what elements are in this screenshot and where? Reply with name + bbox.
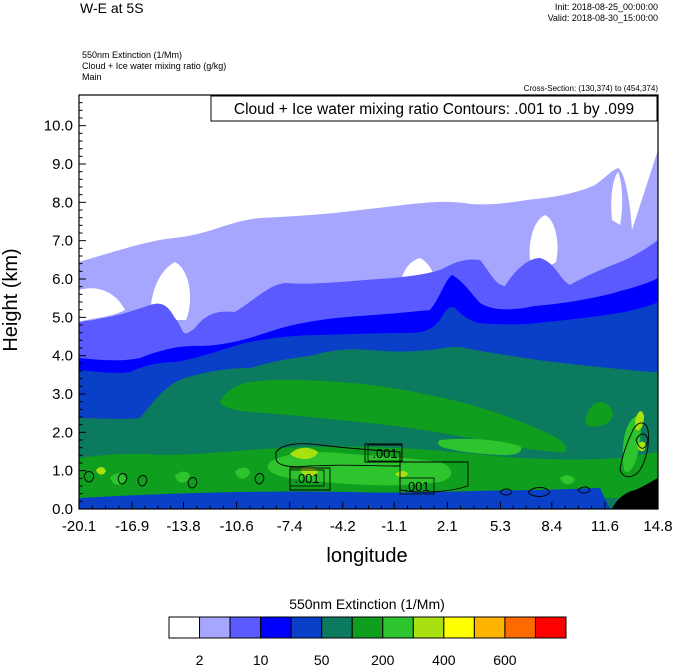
band-green: [585, 401, 613, 427]
contour-line: [577, 486, 591, 494]
band-lime: [635, 411, 644, 431]
contour-label: .001: [294, 471, 319, 486]
band-lime: [395, 471, 408, 477]
band-lightgreen: [175, 471, 190, 483]
colorbar-title: 550nm Extinction (1/Mm): [289, 596, 445, 612]
cross-section-label: Cross-Section: (130,374) to (454,374): [523, 84, 658, 93]
contour-line: [499, 488, 513, 496]
contour-label: .001: [404, 479, 429, 494]
band-lightgreen: [622, 416, 641, 472]
init-time: Init: 2018-08-25_00:00:00: [554, 2, 658, 12]
band-lightgreen: [560, 475, 575, 485]
y-tick-label: 5.0: [52, 309, 73, 326]
y-tick-label: 7.0: [52, 233, 73, 250]
y-tick-label: 2.0: [52, 424, 73, 441]
band-lime: [96, 467, 106, 475]
colorbar-swatch: [229, 616, 262, 639]
colorbar-swatch: [351, 616, 384, 639]
band-lightgreen: [437, 438, 522, 456]
colorbar-label: 10: [253, 652, 269, 667]
contour-line: [117, 473, 128, 485]
field-name-mixing-ratio: Cloud + Ice water mixing ratio (g/kg): [82, 61, 227, 71]
band-lime: [290, 447, 318, 460]
x-tick-label: -4.2: [330, 518, 356, 535]
y-axis: 0.0 1.0 2.0 3.0 4.0 5.0 6.0 7.0 8.0 9.0 10.0: [44, 94, 86, 518]
band-white: [529, 215, 558, 267]
plot-area: [79, 95, 658, 509]
valid-time: Valid: 2018-08-30_15:00:00: [547, 13, 658, 23]
colorbar-label: 2: [196, 652, 204, 667]
contour-label: .001: [372, 446, 397, 461]
contour-info-text: Cloud + Ice water mixing ratio Contours:…: [234, 101, 634, 118]
colorbar-label: 600: [493, 652, 517, 667]
contour-line: [527, 487, 551, 497]
x-tick-label: -20.1: [62, 518, 96, 535]
band-black: [612, 478, 658, 509]
y-tick-label: 1.0: [52, 463, 73, 480]
y-tick-label: 9.0: [52, 156, 73, 173]
colorbar-label: 50: [314, 652, 330, 667]
band-white: [79, 288, 125, 322]
colorbar-swatch: [382, 616, 414, 639]
colorbar-label: 200: [371, 652, 395, 667]
band-white: [611, 172, 623, 225]
contour-line: [137, 475, 148, 487]
contour-line: [635, 433, 649, 449]
contour-label-box: [367, 444, 403, 462]
contour-line: [83, 471, 95, 483]
contour-line: [619, 422, 649, 478]
y-tick-label: 0.0: [52, 501, 73, 518]
band-darkblue: [79, 488, 610, 509]
colorbar-swatch: [290, 616, 323, 639]
contour-lines: .001 .001 .001: [83, 422, 649, 497]
y-tick-label: 6.0: [52, 271, 73, 288]
colorbar: 2 10 50 200 400 600: [168, 616, 567, 667]
x-axis-title: longitude: [326, 545, 407, 567]
contour-line: [187, 477, 198, 489]
colorbar-swatch: [534, 616, 567, 639]
x-tick-label: 8.4: [541, 518, 562, 535]
colorbar-swatch: [260, 616, 292, 639]
colorbar-label: 400: [432, 652, 456, 667]
x-tick-label: -13.8: [166, 518, 200, 535]
x-tick-label: 14.8: [643, 518, 672, 535]
band-green: [220, 379, 567, 452]
contour-label-box: [399, 477, 435, 495]
colorbar-swatch: [199, 616, 231, 639]
colorbar-swatch: [321, 616, 353, 639]
contour-line: [364, 443, 403, 463]
contour-line: [399, 461, 469, 493]
contour-label-box: [289, 469, 325, 487]
contour-line: [254, 473, 265, 485]
y-tick-label: 3.0: [52, 386, 73, 403]
field-name-domain: Main: [82, 72, 102, 82]
colorbar-swatch: [168, 616, 201, 639]
band-lime: [300, 467, 318, 477]
x-tick-label: 2.1: [437, 518, 458, 535]
colorbar-swatch: [412, 616, 445, 639]
plot-title: W-E at 5S: [80, 0, 144, 16]
x-tick-label: 11.6: [591, 518, 619, 535]
y-tick-label: 8.0: [52, 194, 73, 211]
band-lightgreen: [235, 467, 250, 479]
x-tick-label: 5.3: [490, 518, 511, 535]
x-tick-label: -7.4: [277, 518, 303, 535]
colorbar-swatch: [473, 616, 506, 639]
y-tick-label: 10.0: [44, 118, 73, 135]
x-tick-label: -16.9: [115, 518, 149, 535]
colorbar-swatch: [443, 616, 475, 639]
band-lightgreen: [267, 452, 452, 486]
y-axis-title: Height (km): [0, 248, 22, 351]
contour-info-box: [210, 95, 658, 122]
band-lime: [637, 441, 646, 452]
x-tick-label: -1.1: [381, 518, 407, 535]
field-name-extinction: 550nm Extinction (1/Mm): [82, 50, 183, 60]
colorbar-swatch: [504, 616, 536, 639]
x-axis: -20.1 -16.9 -13.8 -10.6 -7.4 -4.2 -1.1 2.1 5.3 8.…: [62, 502, 673, 535]
y-tick-label: 4.0: [52, 348, 73, 365]
x-tick-label: -10.6: [220, 518, 254, 535]
